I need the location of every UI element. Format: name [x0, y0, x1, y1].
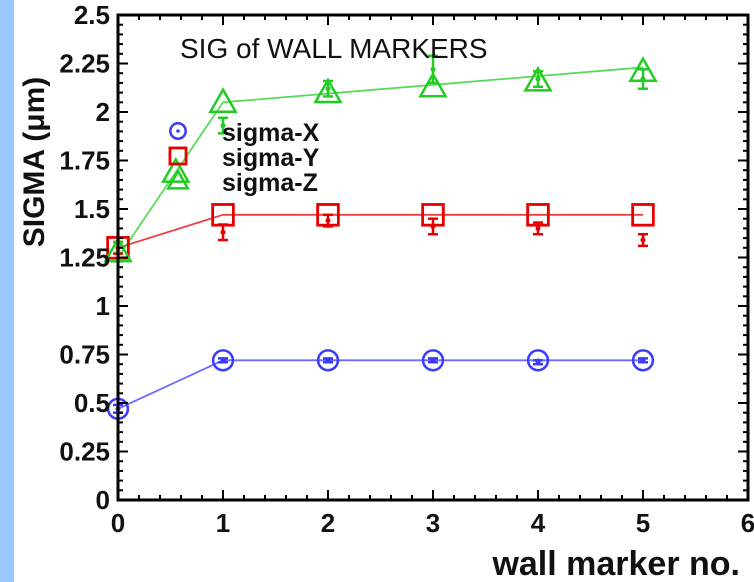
x-tick-labels: 0 1 2 3 4 5 6 [111, 508, 754, 538]
x-tick-label: 0 [111, 508, 125, 538]
sigma-x-marker-dot [431, 358, 435, 363]
sigma-y-marker [631, 203, 655, 227]
sigma-y-measured-point [325, 218, 331, 224]
sigma-z-measured-point [535, 76, 541, 82]
y-tick-label: 2 [96, 97, 110, 127]
sigma-x-marker-dot [221, 358, 225, 363]
sigma-x-marker-dot [326, 358, 330, 363]
x-tick-label: 2 [321, 508, 335, 538]
y-tick-label: 2.25 [59, 49, 110, 79]
sigma-y-marker [421, 203, 445, 227]
sigma-z-measured-point [220, 123, 226, 129]
y-tick-label: 0 [96, 485, 110, 515]
sigma-x-marker [526, 349, 550, 372]
legend-sigma-z-label: sigma-Z [222, 169, 318, 197]
y-tick-label: 1.25 [59, 243, 110, 273]
sigma-y-measured-point [640, 237, 646, 243]
x-tick-label: 1 [216, 508, 230, 538]
sigma-y-fit-line [117, 213, 643, 249]
sigma-y-marker [316, 203, 340, 227]
y-tick-label: 0.75 [59, 340, 110, 370]
sigma-z-marker [418, 71, 448, 98]
left-accent-strip [0, 0, 14, 582]
axis-ticks [117, 14, 749, 501]
fit-lines [117, 66, 644, 410]
sigma-z-fit-line [117, 66, 644, 259]
y-tick-label: 0.25 [59, 437, 110, 467]
sigma-x-marker [316, 349, 340, 372]
y-tick-label: 0.5 [74, 388, 110, 418]
sigma-y-measured-point [220, 229, 226, 235]
sigma-z-marker [160, 157, 191, 183]
chart-title: SIG of WALL MARKERS [180, 33, 488, 64]
x-tick-label: 3 [426, 508, 440, 538]
sigma-z-measured-point [325, 86, 331, 92]
sigma-x-marker-dot [641, 358, 645, 363]
y-axis-title: SIGMA (μm) [18, 77, 51, 248]
sigma-y-measured-point [535, 225, 541, 231]
y-tick-labels: 0 0.25 0.5 0.75 1 1.25 1.5 1.75 2 2.25 2.5 [59, 0, 110, 515]
sigma-z-measured-point [430, 66, 436, 72]
legend-sigma-x-label: sigma-X [222, 119, 320, 147]
y-tick-label: 1.5 [74, 194, 110, 224]
sigma-x-marker-dot [536, 358, 540, 363]
sigma-z-marker [523, 65, 553, 92]
sigma-y-marker [526, 203, 550, 227]
sigma-z-marker [208, 87, 238, 113]
sigma-x-marker [631, 349, 655, 372]
legend-sigma-x-marker [169, 122, 187, 140]
y-tick-label: 2.5 [74, 0, 110, 30]
legend-sigma-z-marker [166, 168, 190, 190]
error-bars [113, 54, 648, 414]
legend-sigma-x-marker-dot [176, 129, 180, 133]
sigma-z-marker [313, 77, 343, 104]
x-tick-label: 5 [636, 508, 650, 538]
sigma-x-fit-line [117, 359, 643, 410]
sigma-y-marker [211, 203, 235, 227]
y-tick-label: 1 [96, 291, 110, 321]
plot-frame [116, 13, 750, 502]
data-markers [103, 56, 658, 420]
legend-sigma-y-label: sigma-Y [222, 144, 320, 172]
sigma-x-marker [421, 349, 445, 372]
legend-sigma-y-marker [168, 146, 188, 166]
y-tick-label: 1.75 [59, 146, 110, 176]
sigma-z-marker [628, 56, 658, 82]
x-tick-label: 4 [531, 508, 546, 538]
x-axis-title: wall marker no. [491, 545, 740, 582]
sigma-x-marker [211, 349, 235, 372]
x-tick-label: 6 [741, 508, 754, 538]
